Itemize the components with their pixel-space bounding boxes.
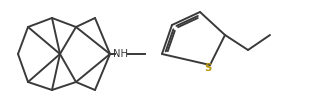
Text: S: S — [204, 63, 212, 73]
Text: NH: NH — [113, 49, 128, 59]
